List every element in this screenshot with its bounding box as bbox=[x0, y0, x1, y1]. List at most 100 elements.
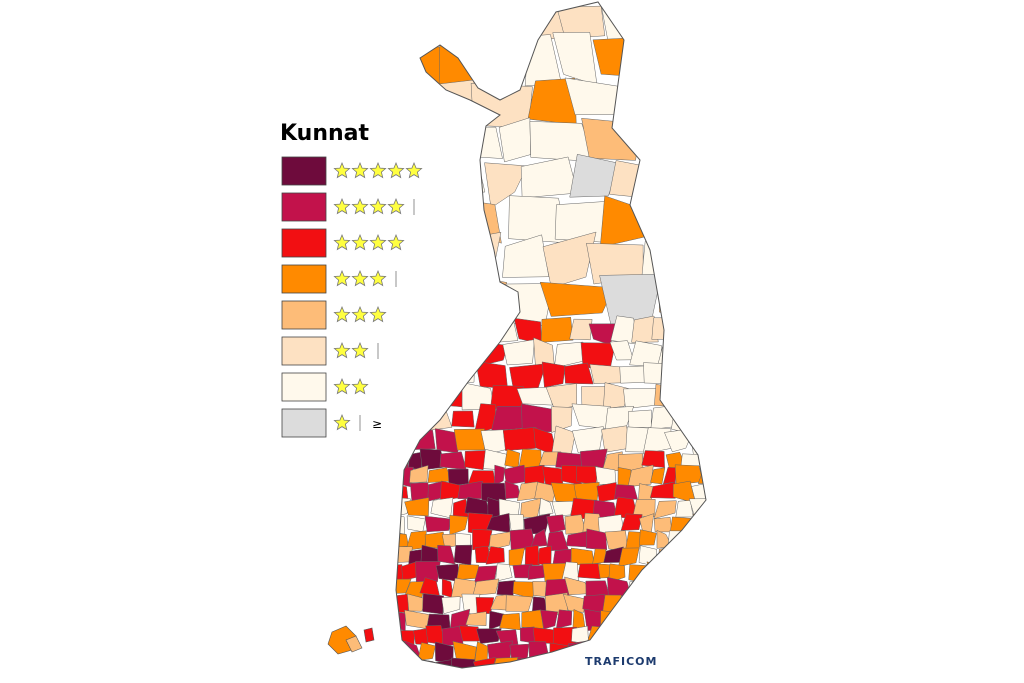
municipality bbox=[691, 406, 706, 433]
municipality bbox=[484, 162, 528, 209]
municipality bbox=[504, 448, 521, 469]
municipality bbox=[452, 126, 503, 159]
municipality bbox=[658, 544, 683, 568]
municipality bbox=[627, 464, 654, 487]
municipality bbox=[695, 276, 706, 321]
municipality bbox=[660, 577, 687, 596]
municipality bbox=[654, 383, 681, 408]
municipality bbox=[663, 78, 706, 119]
municipality bbox=[453, 428, 485, 451]
municipality bbox=[499, 613, 521, 631]
star bbox=[351, 377, 369, 395]
municipality bbox=[537, 545, 552, 567]
star bbox=[351, 197, 369, 215]
municipality bbox=[516, 386, 553, 406]
municipality bbox=[683, 155, 706, 200]
municipality bbox=[396, 76, 424, 127]
municipality bbox=[396, 2, 436, 47]
municipality bbox=[552, 675, 574, 683]
municipality bbox=[611, 628, 634, 646]
municipality bbox=[668, 643, 686, 662]
municipality bbox=[432, 674, 452, 683]
municipality bbox=[631, 315, 659, 343]
municipality bbox=[649, 481, 676, 499]
municipality bbox=[671, 41, 706, 87]
municipality bbox=[536, 674, 557, 683]
municipality bbox=[653, 500, 677, 520]
municipality bbox=[687, 676, 706, 683]
municipality bbox=[524, 545, 540, 566]
municipality bbox=[675, 359, 699, 391]
municipality bbox=[532, 658, 556, 668]
municipality bbox=[495, 563, 513, 582]
municipality bbox=[396, 546, 413, 564]
municipality bbox=[664, 610, 688, 628]
municipality bbox=[662, 467, 677, 485]
municipality bbox=[590, 676, 609, 683]
municipality bbox=[681, 578, 706, 599]
legend-stars bbox=[333, 413, 367, 431]
municipality bbox=[396, 386, 425, 409]
municipality bbox=[419, 673, 436, 683]
municipality bbox=[472, 578, 500, 596]
municipality bbox=[451, 410, 475, 428]
municipality bbox=[690, 513, 706, 535]
municipality bbox=[571, 403, 611, 430]
municipality bbox=[539, 281, 615, 317]
municipality bbox=[555, 609, 573, 629]
municipality bbox=[702, 577, 706, 594]
municipality bbox=[538, 497, 554, 516]
country-outline bbox=[395, 1, 707, 669]
municipality bbox=[696, 561, 706, 582]
municipality bbox=[422, 593, 444, 615]
municipality bbox=[476, 628, 502, 644]
municipality bbox=[441, 596, 461, 615]
municipality bbox=[693, 234, 706, 281]
municipality bbox=[569, 318, 593, 341]
municipality bbox=[680, 533, 705, 549]
legend-swatch bbox=[281, 336, 327, 366]
municipality bbox=[417, 642, 436, 661]
municipality bbox=[551, 660, 575, 668]
municipality bbox=[663, 676, 677, 683]
municipality bbox=[439, 451, 467, 471]
municipality bbox=[653, 517, 673, 533]
municipality bbox=[647, 578, 664, 600]
municipality bbox=[401, 561, 418, 581]
municipality bbox=[659, 273, 706, 326]
star bbox=[333, 197, 351, 215]
municipality bbox=[396, 532, 409, 548]
municipality bbox=[494, 464, 505, 486]
star bbox=[333, 233, 351, 251]
municipality bbox=[475, 361, 508, 389]
municipality bbox=[628, 409, 652, 428]
municipality bbox=[396, 466, 414, 488]
municipality bbox=[646, 561, 665, 581]
municipality bbox=[456, 563, 479, 580]
municipality bbox=[474, 641, 489, 662]
municipality bbox=[541, 361, 566, 388]
municipality bbox=[684, 660, 703, 668]
municipality bbox=[520, 497, 542, 519]
municipality bbox=[623, 608, 644, 626]
municipality bbox=[683, 642, 699, 661]
municipality bbox=[520, 156, 578, 199]
municipality bbox=[502, 427, 537, 451]
municipality bbox=[396, 404, 414, 435]
legend-swatch bbox=[281, 228, 327, 258]
municipality bbox=[409, 465, 429, 483]
municipality bbox=[699, 658, 706, 668]
municipality bbox=[436, 279, 469, 321]
municipality bbox=[546, 514, 566, 534]
municipality bbox=[674, 673, 692, 683]
star bbox=[333, 341, 351, 359]
municipality bbox=[554, 201, 606, 243]
legend-stars bbox=[333, 233, 405, 251]
star bbox=[387, 197, 405, 215]
municipality bbox=[633, 625, 658, 648]
municipality bbox=[651, 317, 686, 340]
municipality bbox=[705, 513, 706, 534]
legend-stars bbox=[333, 197, 421, 215]
municipality bbox=[396, 365, 423, 387]
municipality bbox=[438, 192, 469, 240]
